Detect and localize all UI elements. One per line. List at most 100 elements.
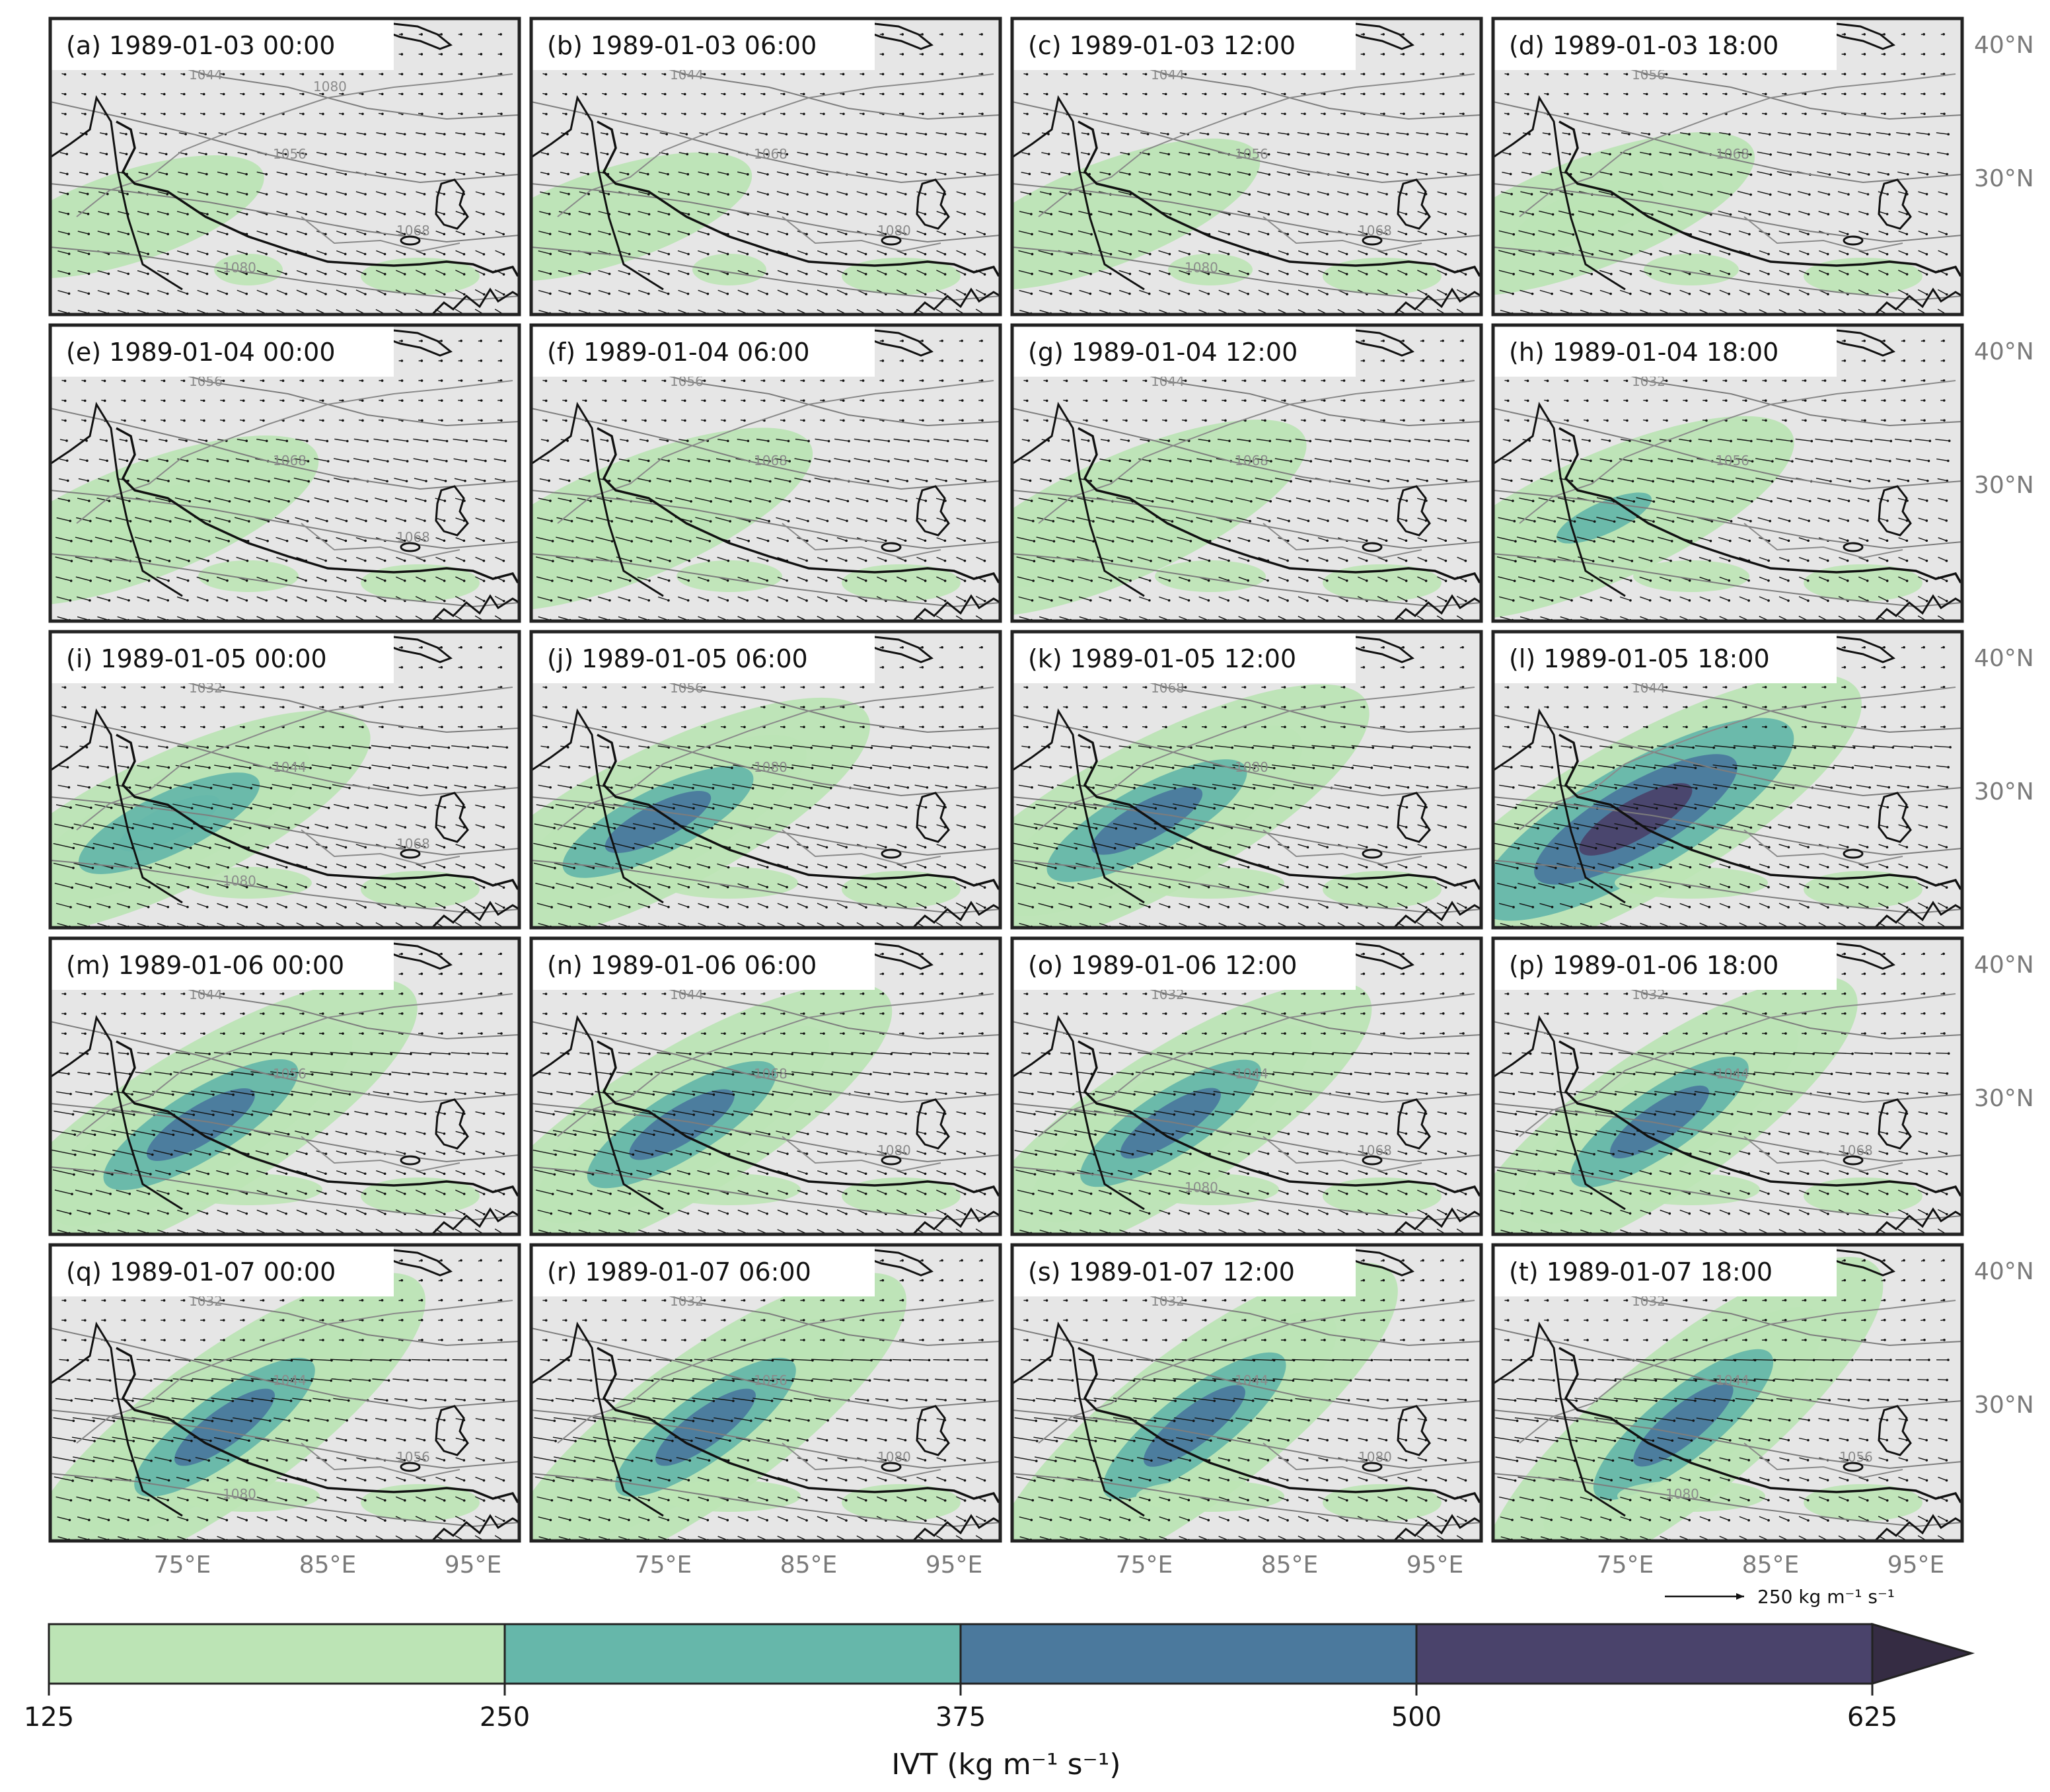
- ivt-vector-head: [864, 579, 867, 582]
- ivt-vector-head: [548, 479, 550, 482]
- ivt-vector-head: [901, 73, 904, 75]
- ivt-vector-head: [106, 459, 108, 463]
- ivt-vector: [856, 576, 867, 581]
- ivt-vector-head: [287, 460, 289, 463]
- ivt-vector-head: [1942, 32, 1945, 36]
- ivt-vector-head: [1050, 292, 1052, 295]
- ivt-vector: [254, 497, 270, 502]
- ivt-vector: [595, 537, 612, 542]
- ivt-vector-head: [887, 439, 891, 443]
- ivt-shading: [1155, 560, 1266, 592]
- ivt-vector-head: [845, 293, 848, 295]
- ivt-vector: [737, 230, 748, 235]
- ivt-vector: [817, 211, 827, 215]
- ivt-vector-head: [400, 33, 403, 36]
- ivt-vector-head: [1266, 133, 1270, 136]
- ivt-vector: [1041, 459, 1050, 461]
- ivt-vector: [1336, 132, 1348, 135]
- ivt-vector-head: [1385, 579, 1388, 582]
- ivt-vector: [276, 576, 287, 581]
- ivt-vector-head: [925, 480, 928, 482]
- ivt-vector: [197, 596, 207, 601]
- ivt-vector: [1297, 191, 1309, 195]
- ivt-vector: [355, 270, 366, 275]
- ivt-vector-head: [502, 233, 505, 236]
- ivt-vector-head: [1165, 112, 1167, 116]
- ivt-vector: [638, 250, 649, 255]
- admin-border: [76, 73, 513, 217]
- ivt-vector-head: [1150, 480, 1153, 483]
- geopotential-contour: [1012, 408, 1481, 490]
- ivt-vector-head: [644, 419, 647, 422]
- ivt-vector: [956, 171, 965, 175]
- ivt-vector: [216, 211, 228, 215]
- ivt-vector: [94, 537, 112, 542]
- ivt-vector-head: [865, 599, 867, 602]
- ivt-vector: [1337, 191, 1348, 195]
- ivt-vector: [1079, 289, 1091, 295]
- ivt-vector-head: [667, 252, 671, 256]
- ivt-vector: [1118, 250, 1131, 255]
- ivt-vector-head: [1588, 133, 1591, 135]
- ivt-vector-head: [943, 579, 947, 582]
- ivt-vector-head: [904, 559, 907, 562]
- ivt-vector-head: [1570, 292, 1573, 295]
- ivt-vector: [1276, 151, 1290, 155]
- ivt-vector-head: [747, 213, 749, 216]
- ivt-vector-head: [306, 519, 309, 523]
- ivt-vector: [238, 132, 246, 135]
- coastline: [856, 22, 933, 50]
- ivt-vector-head: [1385, 273, 1388, 276]
- ivt-vector: [1719, 270, 1730, 275]
- ivt-vector: [1377, 498, 1387, 502]
- ivt-vector-head: [1442, 399, 1445, 402]
- ivt-vector-head: [1843, 53, 1847, 56]
- ivt-vector: [1274, 458, 1292, 462]
- ivt-vector: [1218, 250, 1229, 255]
- ivt-vector: [435, 132, 445, 135]
- ivt-vector: [175, 556, 190, 562]
- ivt-vector-head: [1128, 272, 1132, 276]
- ivt-vector-head: [206, 579, 209, 582]
- ivt-vector-head: [825, 153, 828, 156]
- ivt-vector-head: [440, 379, 443, 382]
- geopotential-contour: [50, 101, 519, 184]
- ivt-vector: [856, 191, 867, 195]
- ivt-vector: [1457, 517, 1466, 521]
- ivt-vector-head: [584, 399, 587, 402]
- ivt-vector: [433, 438, 447, 442]
- ivt-vector-head: [1288, 153, 1290, 156]
- ivt-vector: [757, 250, 768, 255]
- ivt-vector: [1217, 438, 1230, 442]
- ivt-vector-head: [1131, 540, 1134, 542]
- ivt-vector-head: [1303, 419, 1306, 422]
- ivt-vector: [1818, 270, 1829, 275]
- panel-label-background: [50, 19, 394, 70]
- ivt-vector-head: [826, 173, 828, 176]
- ivt-vector-head: [1171, 520, 1174, 523]
- ivt-vector-head: [460, 399, 463, 402]
- ivt-vector-head: [242, 419, 245, 422]
- ivt-vector-head: [1650, 252, 1652, 256]
- ivt-vector: [296, 289, 307, 295]
- ivt-vector-head: [904, 193, 907, 196]
- ivt-vector: [1037, 576, 1053, 581]
- ivt-vector: [1679, 132, 1690, 135]
- ivt-vector-head: [1208, 559, 1211, 562]
- ivt-vector-head: [305, 153, 307, 156]
- ivt-vector-head: [1029, 192, 1032, 196]
- ivt-vector-head: [1247, 559, 1250, 562]
- ivt-vector-head: [1666, 112, 1668, 116]
- ivt-vector-head: [1072, 540, 1076, 543]
- ivt-vector-head: [1804, 112, 1807, 116]
- ivt-vector: [836, 270, 847, 275]
- ivt-vector-head: [1052, 560, 1055, 563]
- ivt-vector: [556, 537, 573, 542]
- ivt-vector: [797, 270, 807, 275]
- ivt-vector-head: [686, 599, 690, 602]
- ivt-vector-head: [591, 540, 594, 542]
- ivt-vector-head: [884, 252, 887, 256]
- ivt-vector-head: [1228, 539, 1231, 542]
- ivt-vector-head: [386, 460, 389, 463]
